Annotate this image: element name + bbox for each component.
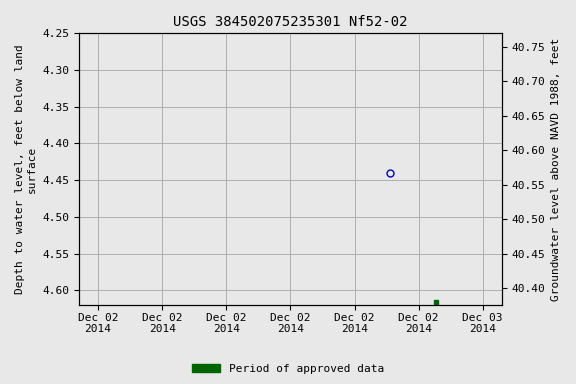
Title: USGS 384502075235301 Nf52-02: USGS 384502075235301 Nf52-02 (173, 15, 408, 29)
Y-axis label: Depth to water level, feet below land
surface: Depth to water level, feet below land su… (15, 44, 37, 294)
Legend: Period of approved data: Period of approved data (188, 359, 388, 379)
Y-axis label: Groundwater level above NAVD 1988, feet: Groundwater level above NAVD 1988, feet (551, 38, 561, 301)
